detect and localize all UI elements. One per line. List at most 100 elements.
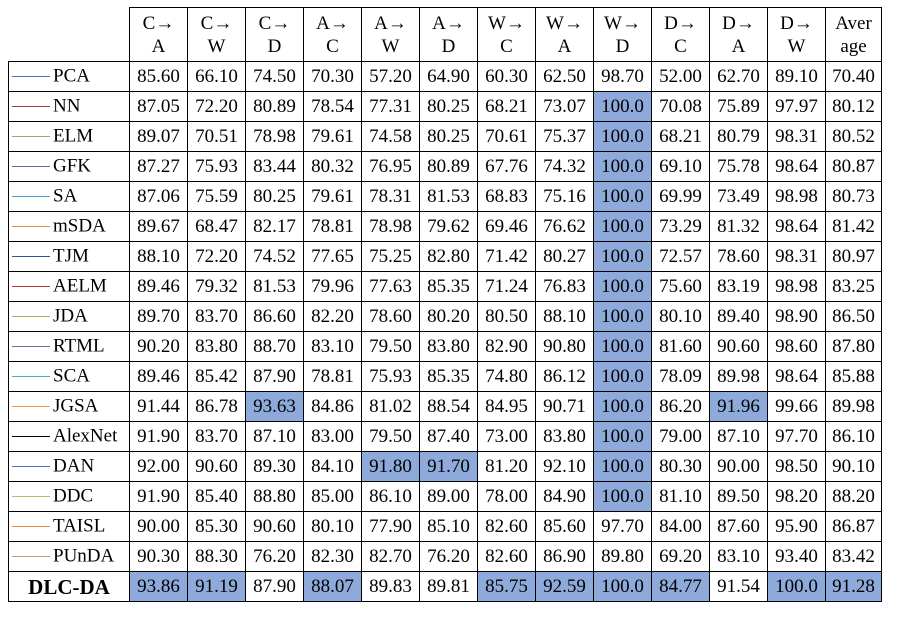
value-cell: 93.40	[768, 542, 826, 572]
value-cell: 86.10	[362, 482, 420, 512]
value-cell: 85.75	[478, 572, 536, 602]
column-header: A→ C	[304, 8, 362, 62]
value-cell: 83.42	[826, 542, 882, 572]
table-row: AlexNet 91.90 83.70 87.10 83.00 79.50 87.40 73.…	[9, 422, 882, 452]
method-cell: DAN	[9, 452, 130, 482]
column-header-top: C→	[246, 12, 303, 35]
value-cell: 68.21	[478, 92, 536, 122]
value-cell: 70.30	[304, 62, 362, 92]
value-cell: 89.83	[362, 572, 420, 602]
table-row: ELM 89.07 70.51 78.98 79.61 74.58 80.25 70.61 75…	[9, 122, 882, 152]
value-cell: 82.30	[304, 542, 362, 572]
column-header-bottom: C	[478, 35, 535, 58]
legend-line-icon	[12, 106, 50, 107]
value-cell: 80.25	[420, 92, 478, 122]
value-cell: 91.19	[188, 572, 246, 602]
method-name: JGSA	[53, 396, 98, 417]
value-cell: 100.0	[594, 122, 652, 152]
value-cell: 78.09	[652, 362, 710, 392]
legend-line-icon	[12, 466, 50, 467]
value-cell: 74.58	[362, 122, 420, 152]
value-cell: 98.31	[768, 122, 826, 152]
value-cell: 83.80	[188, 332, 246, 362]
column-header: C→ W	[188, 8, 246, 62]
value-cell: 87.60	[710, 512, 768, 542]
value-cell: 70.08	[652, 92, 710, 122]
method-name: ELM	[53, 126, 93, 147]
value-cell: 90.60	[710, 332, 768, 362]
value-cell: 89.00	[420, 482, 478, 512]
column-header-bottom: W	[768, 35, 825, 58]
method-name: mSDA	[53, 216, 106, 237]
table-row: SA 87.06 75.59 80.25 79.61 78.31 81.53 68.83 75.…	[9, 182, 882, 212]
value-cell: 89.46	[130, 272, 188, 302]
legend-line-icon	[12, 376, 50, 377]
method-cell: mSDA	[9, 212, 130, 242]
legend-line-icon	[12, 166, 50, 167]
value-cell: 100.0	[594, 392, 652, 422]
value-cell: 98.50	[768, 452, 826, 482]
legend-line-icon	[12, 496, 50, 497]
method-cell: PUnDA	[9, 542, 130, 572]
column-header-top: D→	[710, 12, 767, 35]
value-cell: 80.30	[652, 452, 710, 482]
value-cell: 81.20	[478, 452, 536, 482]
method-name: PUnDA	[53, 546, 114, 567]
value-cell: 95.90	[768, 512, 826, 542]
column-header-top: Aver	[826, 12, 881, 35]
value-cell: 85.60	[536, 512, 594, 542]
column-header-top: C→	[130, 12, 187, 35]
value-cell: 80.27	[536, 242, 594, 272]
value-cell: 85.00	[304, 482, 362, 512]
value-cell: 86.12	[536, 362, 594, 392]
value-cell: 97.70	[594, 512, 652, 542]
value-cell: 83.80	[536, 422, 594, 452]
value-cell: 81.60	[652, 332, 710, 362]
value-cell: 89.70	[130, 302, 188, 332]
method-name: RTML	[53, 336, 105, 357]
table-row: TJM 88.10 72.20 74.52 77.65 75.25 82.80 71.42 80…	[9, 242, 882, 272]
column-header-top: W→	[594, 12, 651, 35]
value-cell: 87.06	[130, 182, 188, 212]
table-row: SCA 89.46 85.42 87.90 78.81 75.93 85.35 74.80 86…	[9, 362, 882, 392]
value-cell: 79.61	[304, 182, 362, 212]
value-cell: 98.64	[768, 152, 826, 182]
column-header-top: A→	[304, 12, 361, 35]
method-name: AELM	[53, 276, 107, 297]
table-row: DAN 92.00 90.60 89.30 84.10 91.80 91.70 81.20 92…	[9, 452, 882, 482]
value-cell: 68.21	[652, 122, 710, 152]
value-cell: 89.80	[594, 542, 652, 572]
value-cell: 83.44	[246, 152, 304, 182]
method-name: SA	[53, 186, 77, 207]
method-cell: TAISL	[9, 512, 130, 542]
method-name: PCA	[53, 66, 90, 87]
value-cell: 88.10	[130, 242, 188, 272]
value-cell: 88.30	[188, 542, 246, 572]
value-cell: 83.10	[304, 332, 362, 362]
legend-line-icon	[12, 526, 50, 527]
column-header-top: W→	[478, 12, 535, 35]
column-header-top: A→	[362, 12, 419, 35]
value-cell: 80.89	[246, 92, 304, 122]
column-header-bottom: D	[594, 35, 651, 58]
method-cell: TJM	[9, 242, 130, 272]
method-cell: AELM	[9, 272, 130, 302]
value-cell: 79.00	[652, 422, 710, 452]
method-name: TAISL	[53, 516, 105, 537]
value-cell: 87.27	[130, 152, 188, 182]
value-cell: 78.00	[478, 482, 536, 512]
column-header: D→ A	[710, 8, 768, 62]
value-cell: 57.20	[362, 62, 420, 92]
column-header-bottom: W	[362, 35, 419, 58]
value-cell: 78.81	[304, 362, 362, 392]
value-cell: 88.54	[420, 392, 478, 422]
column-header-bottom: D	[246, 35, 303, 58]
column-header-bottom: W	[188, 35, 245, 58]
value-cell: 90.20	[130, 332, 188, 362]
value-cell: 68.83	[478, 182, 536, 212]
column-header-top: C→	[188, 12, 245, 35]
column-header: C→ D	[246, 8, 304, 62]
value-cell: 71.24	[478, 272, 536, 302]
value-cell: 100.0	[594, 302, 652, 332]
value-cell: 64.90	[420, 62, 478, 92]
